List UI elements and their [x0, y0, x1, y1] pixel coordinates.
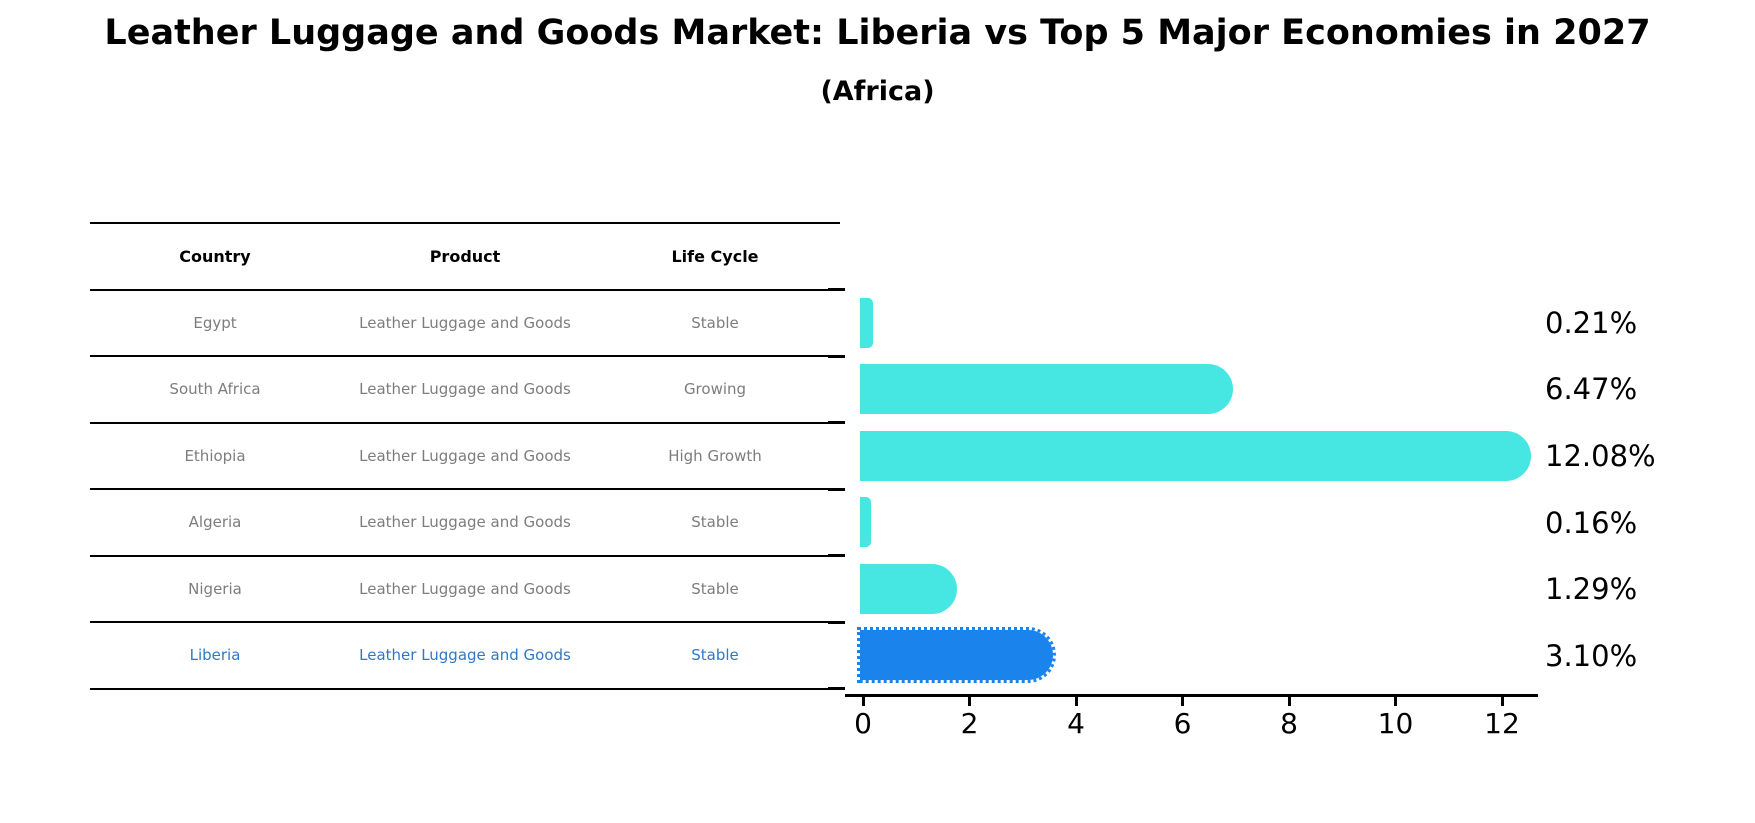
column-header-product: Product [429, 246, 501, 266]
life-cycle-cell: Stable [691, 313, 739, 332]
country-cell: Egypt [193, 313, 237, 332]
bar-egypt [860, 297, 874, 348]
value-label: 12.08% [1545, 438, 1656, 473]
country-cell: Algeria [188, 513, 242, 532]
comparison-table: Country Product Life Cycle Egypt Leather… [90, 222, 840, 690]
chart-subtitle: (Africa) [820, 76, 935, 107]
product-cell: Leather Luggage and Goods [359, 513, 571, 532]
life-cycle-cell: Stable [691, 646, 739, 665]
x-axis-tick-label: 4 [1067, 707, 1085, 740]
y-axis-tick [828, 620, 845, 624]
x-axis-tick [1287, 697, 1291, 706]
x-axis-tick [861, 697, 865, 706]
table-body: Egypt Leather Luggage and Goods Stable S… [90, 291, 840, 690]
table-row: Liberia Leather Luggage and Goods Stable [90, 623, 840, 690]
life-cycle-cell: Stable [691, 579, 739, 598]
product-cell: Leather Luggage and Goods [359, 446, 571, 465]
bar-nigeria [860, 563, 957, 614]
product-cell: Leather Luggage and Goods [359, 313, 571, 332]
column-header-life-cycle: Life Cycle [671, 246, 759, 266]
life-cycle-cell: Growing [683, 380, 747, 399]
y-axis-tick [828, 421, 845, 425]
x-axis-tick-label: 10 [1377, 707, 1414, 740]
country-cell: Ethiopia [184, 446, 246, 465]
x-axis-tick [1500, 697, 1504, 706]
bar-ethiopia [860, 430, 1532, 481]
x-axis-tick [968, 697, 971, 706]
x-axis-tick [1181, 697, 1184, 706]
y-axis-tick [828, 487, 845, 491]
x-axis-tick [1074, 697, 1078, 706]
value-label: 0.16% [1545, 505, 1638, 540]
table-header-row: Country Product Life Cycle [90, 224, 840, 291]
value-label: 1.29% [1545, 572, 1638, 607]
x-axis-line [845, 694, 1538, 697]
bar-south-africa [860, 364, 1233, 415]
value-label: 3.10% [1545, 638, 1638, 673]
country-cell: Nigeria [188, 579, 242, 598]
x-axis-tick-label: 12 [1484, 707, 1520, 740]
value-label: 6.47% [1545, 372, 1638, 407]
product-cell: Leather Luggage and Goods [359, 380, 571, 399]
y-axis-tick [828, 288, 845, 291]
bar-algeria [860, 497, 871, 548]
life-cycle-cell: High Growth [668, 446, 762, 465]
x-axis-tick-label: 0 [854, 707, 872, 740]
x-axis-tick-label: 2 [960, 707, 979, 740]
table-row: Ethiopia Leather Luggage and Goods High … [90, 424, 840, 490]
y-axis-tick [828, 354, 845, 358]
y-axis-tick [828, 687, 845, 691]
table-row: South Africa Leather Luggage and Goods G… [90, 357, 840, 424]
country-cell: Liberia [189, 646, 241, 665]
table-row: Algeria Leather Luggage and Goods Stable [90, 490, 840, 557]
table-row: Nigeria Leather Luggage and Goods Stable [90, 557, 840, 623]
value-label: 0.21% [1545, 305, 1638, 340]
column-header-country: Country [179, 246, 251, 266]
life-cycle-cell: Stable [691, 513, 739, 532]
chart-title: Leather Luggage and Goods Market: Liberi… [104, 13, 1651, 53]
x-axis-tick [1394, 697, 1397, 706]
x-axis-tick-label: 8 [1280, 707, 1298, 740]
country-cell: South Africa [169, 380, 261, 399]
y-axis-tick [828, 554, 845, 558]
x-axis-tick-label: 6 [1173, 707, 1192, 740]
table-row: Egypt Leather Luggage and Goods Stable [90, 291, 840, 357]
product-cell: Leather Luggage and Goods [359, 646, 571, 665]
bar-liberia [856, 627, 1057, 684]
product-cell: Leather Luggage and Goods [359, 579, 571, 598]
